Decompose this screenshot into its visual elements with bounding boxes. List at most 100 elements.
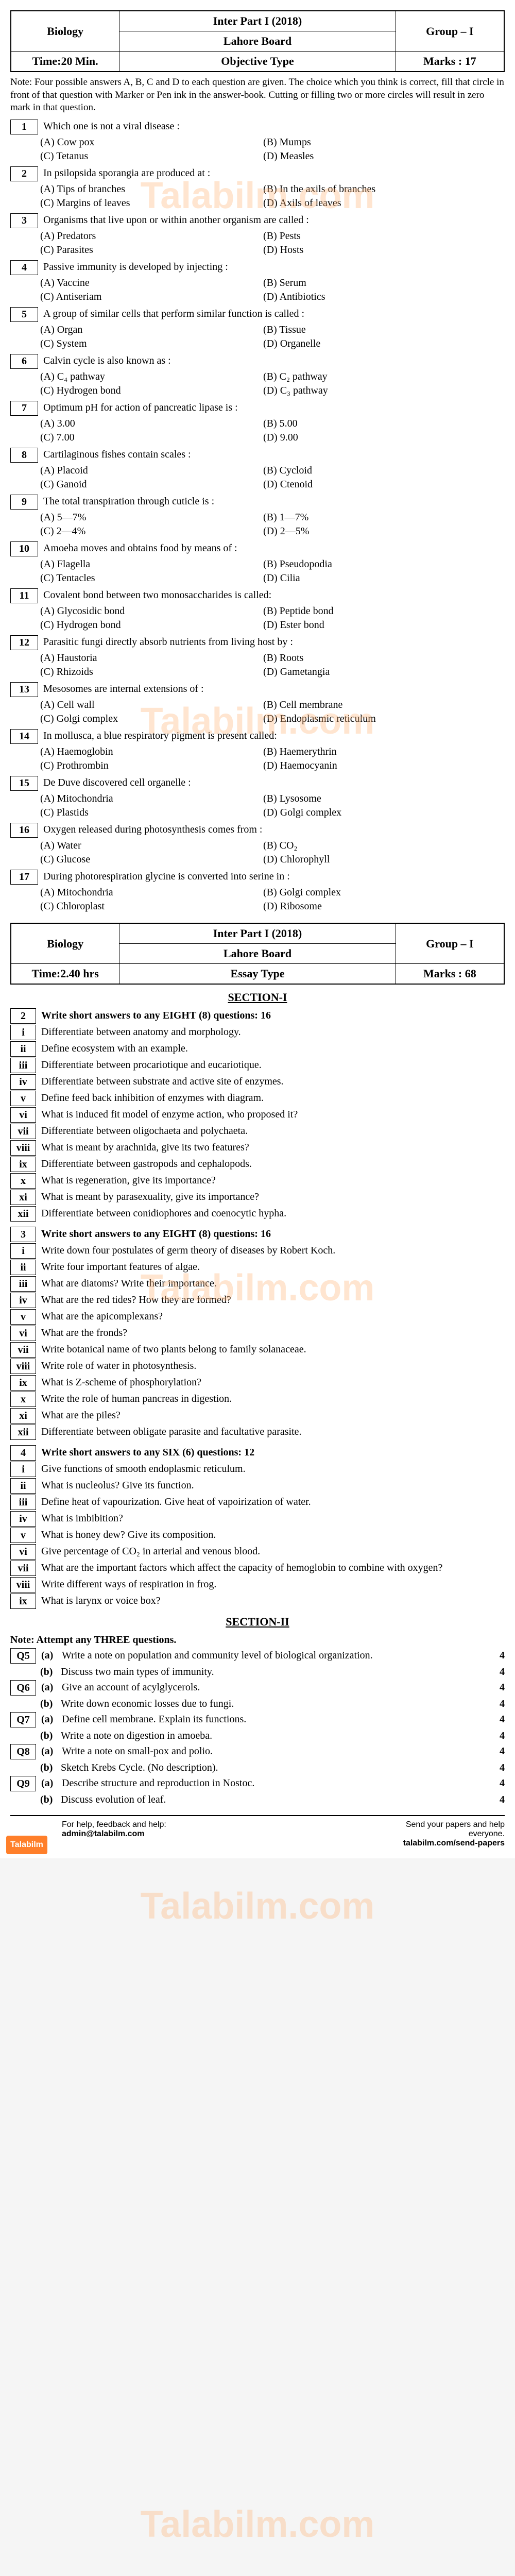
long-q-text: Describe structure and reproduction in N… — [62, 1776, 484, 1791]
mcq-options: (A) Organ(B) Tissue(C) System(D) Organel… — [40, 323, 505, 351]
short-answer-item: iiiDifferentiate between procariotique a… — [10, 1058, 505, 1073]
short-answer-item: xWrite the role of human pancreas in dig… — [10, 1392, 505, 1407]
short-answer-roman: ix — [10, 1157, 36, 1172]
mcq-options: (A) C₄ pathway(B) C₂ pathway(C) Hydrogen… — [40, 370, 505, 398]
mcq-option: (A) Tips of branches — [40, 182, 263, 196]
long-q-text: Write a note on population and community… — [62, 1648, 484, 1664]
long-q-number: Q8 — [10, 1744, 36, 1759]
mcq-option: (C) Parasites — [40, 243, 263, 257]
long-q-part-a: (a) — [41, 1648, 62, 1664]
marks-cell: Marks : 68 — [396, 964, 504, 985]
short-answer-roman: ii — [10, 1260, 36, 1275]
long-q-text: Write a note on small-pox and polio. — [62, 1744, 484, 1759]
mcq-number: 1 — [10, 120, 38, 134]
mcq-options: (A) Vaccine(B) Serum(C) Antiseriam(D) An… — [40, 276, 505, 304]
short-answer-roman: viii — [10, 1577, 36, 1592]
footer-email[interactable]: admin@talabilm.com — [62, 1829, 166, 1839]
subject-cell: Biology — [11, 11, 119, 52]
short-answer-text: Write down four postulates of germ theor… — [41, 1243, 505, 1259]
mcq-text: Mesosomes are internal extensions of : — [43, 682, 505, 696]
short-answer-roman: iii — [10, 1276, 36, 1292]
q2-heading: Write short answers to any EIGHT (8) que… — [41, 1008, 505, 1024]
mcq-text: Organisms that live upon or within anoth… — [43, 213, 505, 227]
mcq-option: (A) Organ — [40, 323, 263, 337]
mcq-option: (B) Peptide bond — [263, 604, 486, 618]
mcq-number: 17 — [10, 870, 38, 885]
short-answer-item: vWhat are the apicomplexans? — [10, 1309, 505, 1325]
mcq-option: (B) Cycloid — [263, 464, 486, 478]
short-answer-item: iiDefine ecosystem with an example. — [10, 1041, 505, 1057]
short-answer-roman: iv — [10, 1511, 36, 1527]
long-q-marks: 4 — [484, 1760, 505, 1775]
mcq-text: During photorespiration glycine is conve… — [43, 870, 505, 884]
mcq-number: 16 — [10, 823, 38, 838]
mcq-option: (B) Lysosome — [263, 792, 486, 806]
mcq-options: (A) Water(B) CO₂(C) Glucose(D) Chlorophy… — [40, 839, 505, 867]
long-q-part-a: (a) — [41, 1776, 62, 1791]
mcq-question: 3Organisms that live upon or within anot… — [10, 213, 505, 228]
mcq-options: (A) Placoid(B) Cycloid(C) Ganoid(D) Cten… — [40, 464, 505, 492]
short-answer-item: viWhat are the fronds? — [10, 1326, 505, 1341]
long-q-marks: 4 — [484, 1665, 505, 1679]
long-note: Note: Attempt any THREE questions. — [10, 1633, 505, 1647]
long-questions-list: Q5(a)Write a note on population and comm… — [10, 1648, 505, 1807]
mcq-option: (D) C₃ pathway — [263, 384, 486, 398]
short-answer-roman: iii — [10, 1495, 36, 1510]
mcq-options: (A) Tips of branches(B) In the axils of … — [40, 182, 505, 210]
mcq-option: (C) Chloroplast — [40, 900, 263, 913]
mcq-text: In psilopsida sporangia are produced at … — [43, 166, 505, 180]
footer-send-1: Send your papers and help — [403, 1820, 505, 1829]
short-answer-roman: ix — [10, 1594, 36, 1609]
footer-url[interactable]: talabilm.com/send-papers — [403, 1839, 505, 1848]
type-cell: Objective Type — [119, 52, 396, 72]
time-cell: Time:2.40 hrs — [11, 964, 119, 985]
mcq-option: (D) Gametangia — [263, 665, 486, 679]
objective-note: Note: Four possible answers A, B, C and … — [10, 74, 505, 120]
short-answer-roman: x — [10, 1392, 36, 1407]
short-answer-roman: iv — [10, 1074, 36, 1090]
short-answer-text: What is induced fit model of enzyme acti… — [41, 1107, 505, 1123]
mcq-option: (A) Haustoria — [40, 651, 263, 665]
mcq-option: (D) Organelle — [263, 337, 486, 351]
mcq-option: (D) Hosts — [263, 243, 486, 257]
mcq-options: (A) Flagella(B) Pseudopodia(C) Tentacles… — [40, 557, 505, 585]
mcq-question: 6Calvin cycle is also known as : — [10, 354, 505, 369]
mcq-option: (B) Haemerythrin — [263, 745, 486, 759]
short-answer-item: ivWhat is imbibition? — [10, 1511, 505, 1527]
objective-header-table: Biology Inter Part I (2018) Group – I La… — [10, 10, 505, 72]
mcq-option: (C) Golgi complex — [40, 712, 263, 726]
short-answer-item: viiDifferentiate between oligochaeta and… — [10, 1124, 505, 1139]
short-answer-text: What are the apicomplexans? — [41, 1309, 505, 1325]
mcq-options: (A) Glycosidic bond(B) Peptide bond(C) H… — [40, 604, 505, 632]
short-answer-item: xiiDifferentiate between obligate parasi… — [10, 1425, 505, 1440]
long-q-part-b: (b) — [40, 1760, 61, 1775]
short-answer-text: What are the piles? — [41, 1408, 505, 1423]
short-answer-text: What is honey dew? Give its composition. — [41, 1528, 505, 1543]
mcq-option: (D) Golgi complex — [263, 806, 486, 820]
long-q-marks: 4 — [484, 1776, 505, 1791]
short-answer-text: What are the red tides? How they are for… — [41, 1293, 505, 1308]
short-answer-item: viWhat is induced fit model of enzyme ac… — [10, 1107, 505, 1123]
mcq-question: 17 During photorespiration glycine is con… — [10, 870, 505, 885]
short-answer-item: iDifferentiate between anatomy and morph… — [10, 1025, 505, 1040]
long-q-marks: 4 — [484, 1680, 505, 1696]
mcq-number: 2 — [10, 166, 38, 181]
long-question-part: (b)Discuss evolution of leaf.4 — [10, 1792, 505, 1807]
short-answer-item: viiiWhat is meant by arachnida, give its… — [10, 1140, 505, 1156]
section-1-title: SECTION-I — [10, 991, 505, 1004]
mcq-option: (A) 5—7% — [40, 511, 263, 524]
essay-header-table: Biology Inter Part I (2018) Group – I La… — [10, 923, 505, 985]
mcq-option: (B) Roots — [263, 651, 486, 665]
mcq-option: (B) Pseudopodia — [263, 557, 486, 571]
short-answer-text: Define heat of vapourization. Give heat … — [41, 1495, 505, 1510]
board-cell: Lahore Board — [119, 31, 396, 52]
mcq-option: (C) 2—4% — [40, 524, 263, 538]
long-question-part: (b)Discuss two main types of immunity.4 — [10, 1665, 505, 1679]
long-question-part: (b)Sketch Krebs Cycle. (No description).… — [10, 1760, 505, 1775]
mcq-option: (A) Mitochondria — [40, 792, 263, 806]
short-answer-item: ivDifferentiate between substrate and ac… — [10, 1074, 505, 1090]
mcq-option: (A) Water — [40, 839, 263, 853]
mcq-options: (A) Haemoglobin(B) Haemerythrin(C) Proth… — [40, 745, 505, 773]
mcq-number: 13 — [10, 682, 38, 697]
long-q-part-a: (a) — [41, 1680, 62, 1696]
